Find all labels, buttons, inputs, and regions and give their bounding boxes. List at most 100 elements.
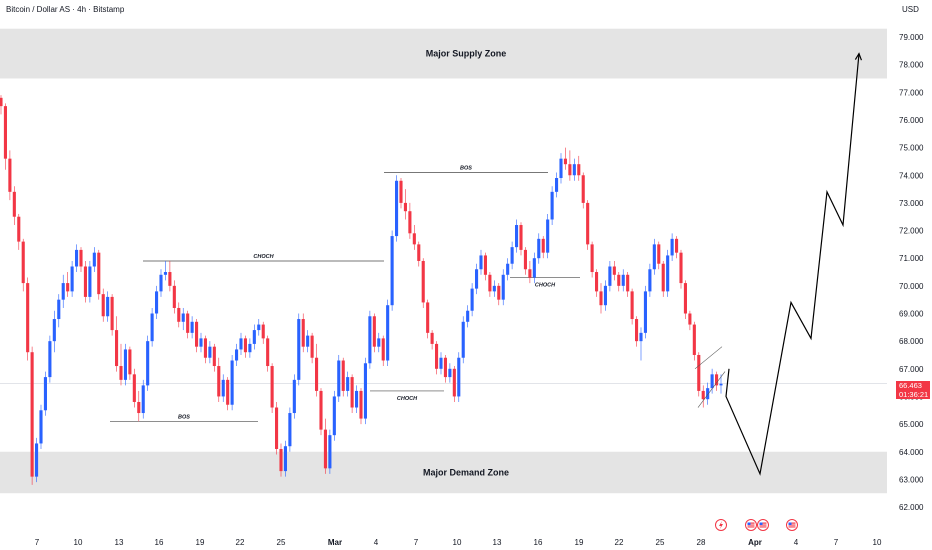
candle-body bbox=[123, 349, 127, 380]
candle-body bbox=[715, 374, 719, 386]
candle-body bbox=[386, 305, 390, 361]
candle-body bbox=[217, 366, 221, 397]
candle-body bbox=[692, 324, 696, 355]
candle-body bbox=[586, 202, 590, 245]
candle-body bbox=[310, 335, 314, 358]
candles-layer bbox=[0, 95, 723, 485]
channel-upper-line bbox=[694, 346, 723, 370]
y-tick-label: 78.000 bbox=[899, 61, 924, 70]
candle-body bbox=[132, 374, 136, 402]
candle-body bbox=[515, 225, 519, 248]
candle-body bbox=[288, 413, 292, 447]
candle-body bbox=[261, 324, 265, 339]
candle-body bbox=[683, 283, 687, 314]
current-price-tag: 66.463 01:36:21 bbox=[896, 381, 930, 399]
flag-canton bbox=[788, 522, 792, 525]
projection-arrowhead bbox=[854, 52, 863, 61]
candle-body bbox=[630, 291, 634, 320]
us-flag-icon bbox=[786, 519, 798, 531]
x-tick-label: 22 bbox=[615, 538, 624, 547]
x-tick-label: Mar bbox=[328, 538, 342, 547]
y-tick-label: 62.000 bbox=[899, 503, 924, 512]
flag-white-stripe bbox=[759, 523, 767, 525]
candle-body bbox=[243, 338, 247, 353]
candle-body bbox=[666, 255, 670, 292]
candle-body bbox=[61, 283, 65, 300]
candle-body bbox=[461, 321, 465, 358]
candle-body bbox=[199, 338, 203, 347]
candle-body bbox=[430, 332, 434, 344]
candle-body bbox=[670, 238, 674, 256]
candle-body bbox=[617, 274, 621, 286]
candle-body bbox=[395, 180, 399, 237]
candle-body bbox=[359, 390, 363, 419]
candle-body bbox=[577, 164, 581, 176]
candle-body bbox=[239, 338, 243, 350]
current-price-value: 66.463 bbox=[899, 381, 922, 390]
candle-body bbox=[279, 448, 283, 472]
candle-body bbox=[421, 260, 425, 303]
candle-body bbox=[252, 330, 256, 344]
candle-body bbox=[323, 429, 327, 469]
candle-body bbox=[537, 238, 541, 259]
flag-white-stripe bbox=[788, 525, 796, 527]
candle-body bbox=[226, 379, 230, 405]
flag-canton bbox=[747, 522, 751, 525]
candle-body bbox=[297, 319, 301, 380]
x-tick-label: 10 bbox=[74, 538, 83, 547]
candle-body bbox=[555, 178, 559, 192]
candle-body bbox=[550, 191, 554, 220]
x-tick-label: 25 bbox=[656, 538, 665, 547]
candle-body bbox=[141, 385, 145, 414]
supply-zone-label: Major Supply Zone bbox=[426, 49, 507, 59]
candle-body bbox=[399, 180, 403, 203]
candle-body bbox=[532, 258, 536, 278]
candle-body bbox=[208, 346, 212, 358]
candle-body bbox=[181, 313, 185, 322]
x-tick-label: 13 bbox=[115, 538, 124, 547]
candle-body bbox=[497, 285, 501, 300]
candle-body bbox=[559, 158, 563, 179]
x-axis[interactable]: 7 10 13 16 19 22 25 Mar 4 7 10 13 16 19 22 25 28 Apr 4 7 10 bbox=[35, 538, 882, 547]
candle-body bbox=[412, 233, 416, 245]
chart-header: Bitcoin / Dollar AS · 4h · Bitstamp USD bbox=[0, 0, 932, 20]
candle-body bbox=[70, 266, 74, 292]
candle-body bbox=[266, 338, 270, 367]
candle-body bbox=[163, 272, 167, 275]
y-axis[interactable]: 79.000 78.000 77.000 76.000 75.000 74.000 73.0… bbox=[899, 33, 924, 512]
candle-body bbox=[30, 352, 34, 477]
y-tick-label: 67.000 bbox=[899, 365, 924, 374]
candle-body bbox=[332, 396, 336, 436]
candle-body bbox=[283, 446, 287, 472]
candle-body bbox=[97, 252, 101, 295]
candle-body bbox=[599, 291, 603, 306]
candle-body bbox=[706, 388, 710, 400]
candle-body bbox=[190, 321, 194, 333]
candle-body bbox=[172, 285, 176, 308]
structure-label: BOS bbox=[178, 414, 190, 420]
y-tick-label: 71.000 bbox=[899, 254, 924, 263]
flag-white-stripe bbox=[759, 525, 767, 527]
candle-body bbox=[43, 377, 47, 411]
candle-body bbox=[301, 319, 305, 347]
candle-body bbox=[608, 266, 612, 286]
candle-body bbox=[319, 390, 323, 430]
candle-body bbox=[572, 164, 576, 176]
candle-body bbox=[92, 252, 96, 267]
candle-body bbox=[506, 263, 510, 275]
structure-label: CHOCH bbox=[253, 254, 274, 260]
flag-white-stripe bbox=[788, 523, 796, 525]
candle-body bbox=[390, 236, 394, 306]
candle-body bbox=[381, 338, 385, 361]
symbol-title[interactable]: Bitcoin / Dollar AS · 4h · Bitstamp bbox=[6, 5, 125, 14]
candle-body bbox=[372, 316, 376, 347]
x-tick-label: 4 bbox=[794, 538, 799, 547]
candle-body bbox=[483, 255, 487, 275]
candle-body bbox=[475, 269, 479, 289]
candle-body bbox=[368, 316, 372, 364]
candle-body bbox=[106, 296, 110, 317]
candle-body bbox=[612, 266, 616, 275]
flag-white-stripe bbox=[747, 523, 755, 525]
